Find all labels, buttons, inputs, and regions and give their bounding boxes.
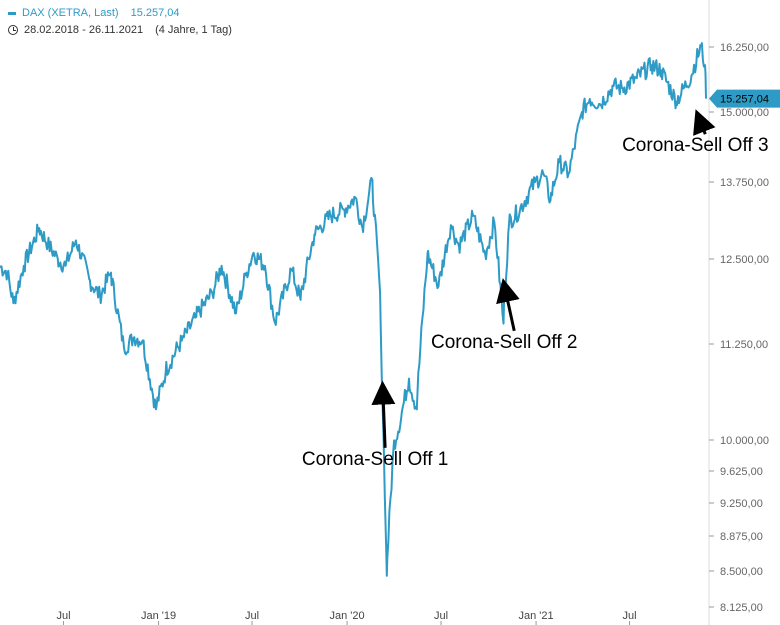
y-tick-label: 12.500,00 (720, 254, 769, 266)
y-tick-label: 8.125,00 (720, 602, 763, 614)
chart-header: DAX (XETRA, Last) 15.257,04 28.02.2018 -… (8, 6, 232, 38)
y-tick-label: 11.250,00 (720, 339, 768, 351)
x-tick-label: Jan '21 (519, 610, 554, 622)
duration-label: (4 Jahre, 1 Tag) (155, 24, 232, 36)
x-tick-label: Jul (434, 610, 448, 622)
annotation-arrow (496, 278, 520, 332)
x-tick-label: Jul (245, 610, 259, 622)
y-tick-label: 8.875,00 (720, 531, 763, 543)
x-tick-label: Jan '20 (329, 610, 364, 622)
annotation-label: Corona-Sell Off 1 (302, 449, 448, 470)
legend-swatch (8, 11, 16, 15)
x-tick-label: Jan '19 (141, 610, 176, 622)
x-tick-label: Jul (623, 610, 637, 622)
y-tick-label: 9.250,00 (720, 498, 763, 510)
y-tick-label: 9.625,00 (720, 466, 763, 478)
legend-series-value: 15.257,04 (130, 7, 180, 19)
y-tick-label: 13.750,00 (720, 177, 769, 189)
legend-series-name: DAX (XETRA, Last) (22, 7, 119, 19)
y-tick-label: 8.500,00 (720, 566, 763, 578)
annotation-arrow (371, 380, 396, 448)
y-tick-label: 10.000,00 (720, 435, 769, 447)
series-line-dax (0, 42, 707, 577)
clock-icon (8, 25, 18, 35)
date-range: 28.02.2018 - 26.11.2021 (24, 24, 144, 36)
y-tick-label: 15.000,00 (720, 107, 769, 119)
annotation-label: Corona-Sell Off 3 (622, 135, 768, 156)
annotation-label: Corona-Sell Off 2 (431, 332, 577, 353)
annotation-arrow (693, 109, 716, 136)
legend: DAX (XETRA, Last) 15.257,04 (8, 6, 232, 20)
last-value-badge (709, 89, 780, 108)
date-range-row: 28.02.2018 - 26.11.2021 (4 Jahre, 1 Tag) (8, 22, 232, 38)
y-tick-label: 16.250,00 (720, 42, 769, 54)
x-tick-label: Jul (56, 610, 70, 622)
last-value-label: 15.257,04 (720, 94, 769, 106)
